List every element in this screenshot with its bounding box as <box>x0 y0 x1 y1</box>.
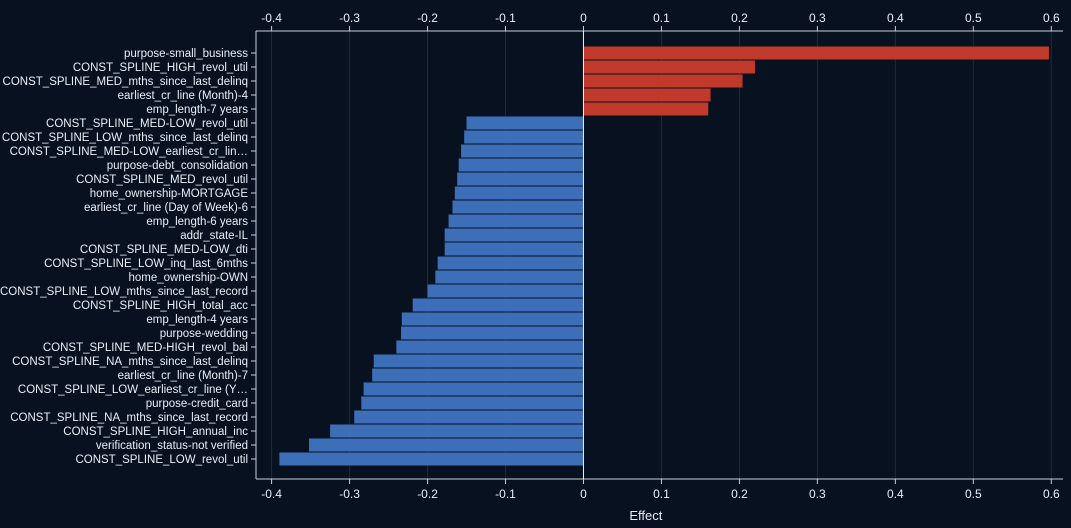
bar <box>437 256 584 270</box>
category-label: home_ownership-MORTGAGE <box>90 188 249 200</box>
category-label: emp_length-6 years <box>146 216 248 228</box>
bar <box>279 452 584 466</box>
bar <box>583 46 1049 60</box>
bar <box>412 298 584 312</box>
category-labels: purpose-small_business CONST_SPLINE_HIGH_… <box>0 48 249 466</box>
x-tick-label-top: -0.4 <box>261 11 282 25</box>
category-label: CONST_SPLINE_LOW_mths_since_last_delinq <box>2 132 248 144</box>
x-tick-label-top: 0.2 <box>731 11 748 25</box>
x-tick-label-top: 0.4 <box>887 11 904 25</box>
category-label: CONST_SPLINE_LOW_revol_util <box>75 454 248 466</box>
x-tick-label-bottom: -0.1 <box>495 487 516 501</box>
bar <box>583 74 743 88</box>
bar <box>363 382 584 396</box>
category-label: CONST_SPLINE_HIGH_revol_util <box>73 62 248 74</box>
x-tick-label-bottom: 0.6 <box>1043 487 1060 501</box>
bar <box>464 130 584 144</box>
bar <box>454 186 584 200</box>
x-tick-label-top: 0.3 <box>809 11 826 25</box>
category-label: emp_length-7 years <box>146 104 248 116</box>
bar <box>583 60 756 74</box>
x-tick-label-bottom: -0.3 <box>339 487 360 501</box>
category-label: CONST_SPLINE_MED_mths_since_last_delinq <box>3 76 248 88</box>
category-label: earliest_cr_line (Day of Week)-6 <box>84 202 248 214</box>
category-label: CONST_SPLINE_NA_mths_since_last_delinq <box>12 356 248 368</box>
bar <box>444 242 584 256</box>
bar <box>448 214 584 228</box>
x-tick-label-bottom: 0.5 <box>965 487 982 501</box>
bar <box>466 116 584 130</box>
category-label: home_ownership-OWN <box>128 272 248 284</box>
category-label: CONST_SPLINE_MED-LOW_dti <box>80 244 248 256</box>
bar <box>401 326 584 340</box>
category-label: CONST_SPLINE_MED-HIGH_revol_bal <box>43 342 248 354</box>
category-label: CONST_SPLINE_HIGH_total_acc <box>73 300 248 312</box>
bar <box>372 368 584 382</box>
bar <box>583 102 709 116</box>
x-tick-label-bottom: 0.2 <box>731 487 748 501</box>
category-label: earliest_cr_line (Month)-7 <box>118 370 248 382</box>
bar <box>461 144 584 158</box>
x-tick-label-bottom: -0.4 <box>261 487 282 501</box>
bar <box>457 172 584 186</box>
category-label: purpose-wedding <box>160 328 248 340</box>
x-tick-label-top: -0.2 <box>417 11 438 25</box>
category-label: verification_status-not verified <box>96 440 248 452</box>
x-tick-label-bottom: 0.1 <box>653 487 670 501</box>
axes: -0.4 -0.4 -0.3 -0.3 -0.2 -0.2 -0.1 -0.1 0 0 0.1 0.1… <box>251 11 1063 501</box>
bar <box>452 200 584 214</box>
bar <box>444 228 584 242</box>
category-label: earliest_cr_line (Month)-4 <box>118 90 249 102</box>
x-tick-label-top: -0.1 <box>495 11 516 25</box>
x-tick-label-top: 0.1 <box>653 11 670 25</box>
bars <box>279 46 1049 466</box>
category-label: CONST_SPLINE_MED-LOW_revol_util <box>46 118 248 130</box>
x-axis-title: Effect <box>629 508 662 523</box>
bar <box>583 88 711 102</box>
x-tick-label-bottom: 0.4 <box>887 487 904 501</box>
x-tick-label-top: 0.6 <box>1043 11 1060 25</box>
x-tick-label-bottom: 0 <box>580 487 587 501</box>
bar <box>373 354 584 368</box>
bar <box>354 410 584 424</box>
category-label: purpose-small_business <box>124 48 248 60</box>
x-tick-label-top: 0.5 <box>965 11 982 25</box>
bar <box>458 158 584 172</box>
bar <box>401 312 584 326</box>
category-label: CONST_SPLINE_LOW_inq_last_6mths <box>44 258 248 270</box>
bar <box>309 438 584 452</box>
x-tick-label-bottom: -0.2 <box>417 487 438 501</box>
category-label: purpose-credit_card <box>146 398 248 410</box>
bar <box>361 396 584 410</box>
bar <box>396 340 584 354</box>
category-label: purpose-debt_consolidation <box>107 160 248 172</box>
category-label: CONST_SPLINE_MED_revol_util <box>76 174 248 186</box>
category-label: CONST_SPLINE_LOW_mths_since_last_record <box>0 286 248 298</box>
category-label: CONST_SPLINE_LOW_earliest_cr_line (Y… <box>18 384 248 396</box>
category-label: CONST_SPLINE_NA_mths_since_last_record <box>10 412 248 424</box>
bar <box>330 424 584 438</box>
bar <box>427 284 584 298</box>
category-label: CONST_SPLINE_MED-LOW_earliest_cr_lin… <box>10 146 248 158</box>
category-label: addr_state-IL <box>180 230 248 242</box>
category-label: CONST_SPLINE_HIGH_annual_inc <box>63 426 248 438</box>
x-tick-label-top: 0 <box>580 11 587 25</box>
category-label: emp_length-4 years <box>146 314 248 326</box>
x-tick-label-top: -0.3 <box>339 11 360 25</box>
x-tick-label-bottom: 0.3 <box>809 487 826 501</box>
bar <box>435 270 584 284</box>
